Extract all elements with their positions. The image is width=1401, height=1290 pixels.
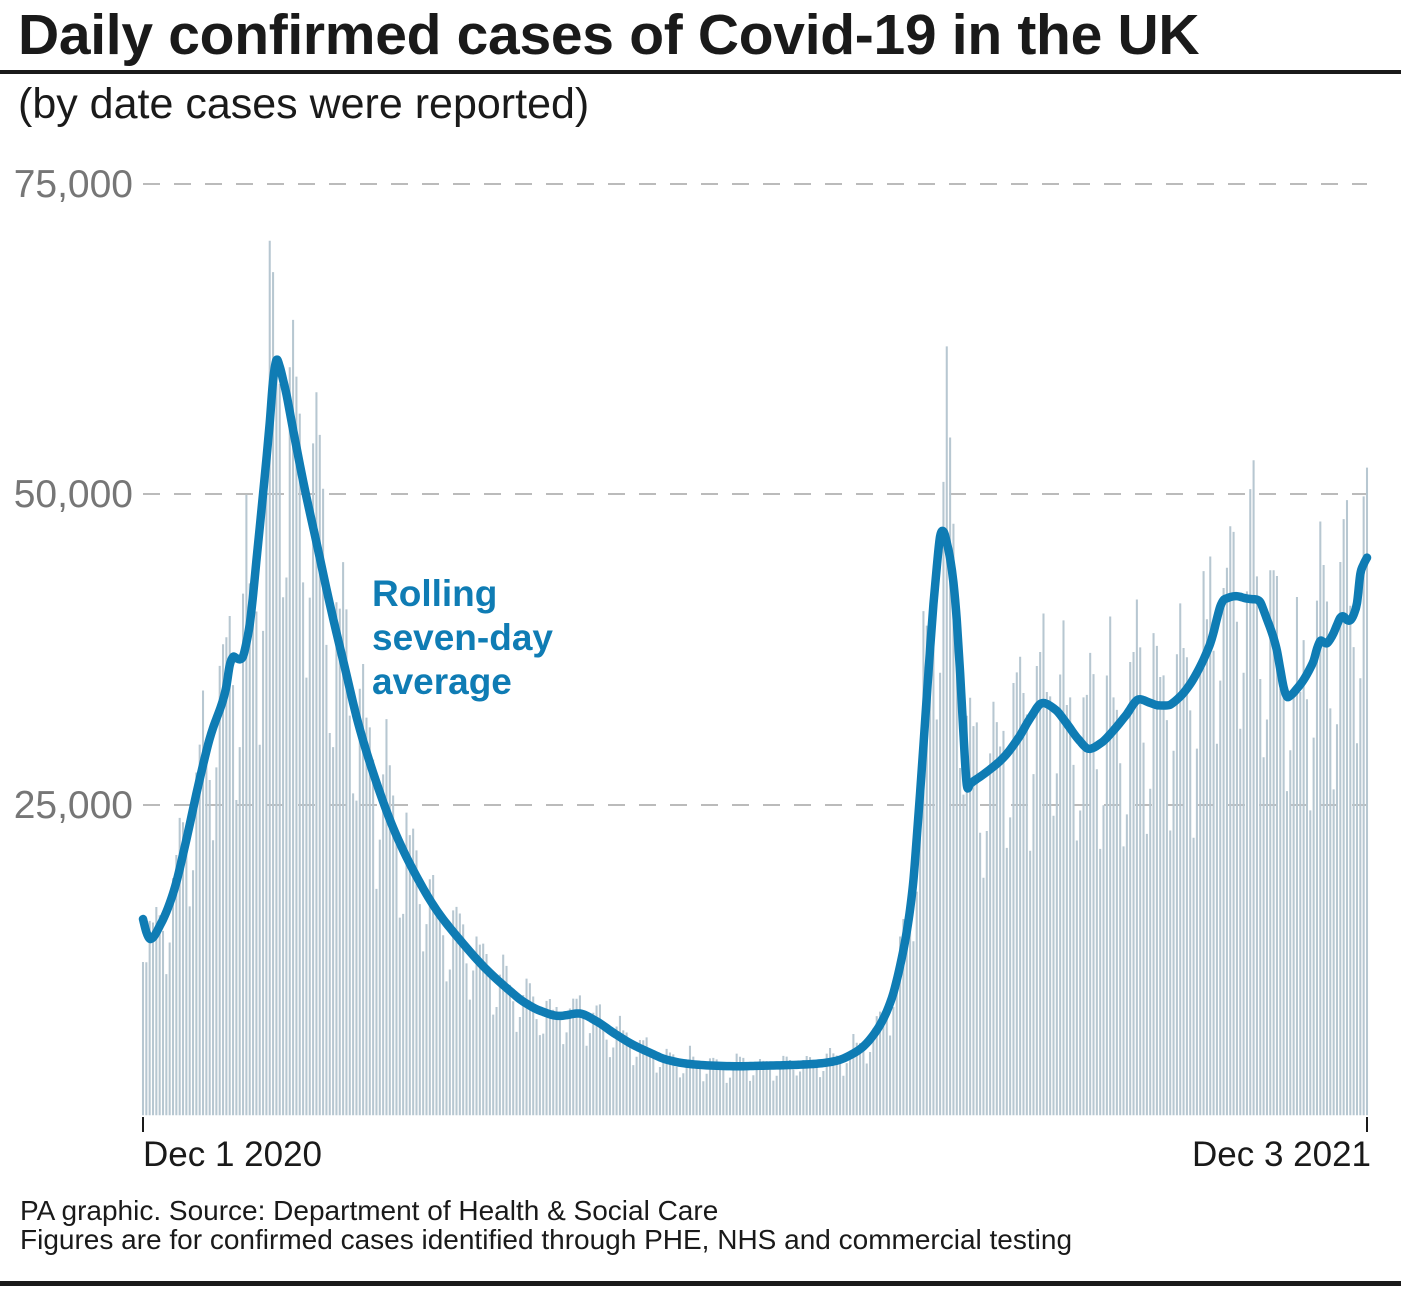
svg-text:75,000: 75,000 xyxy=(14,163,133,206)
svg-text:25,000: 25,000 xyxy=(14,784,133,827)
svg-text:50,000: 50,000 xyxy=(14,473,133,516)
